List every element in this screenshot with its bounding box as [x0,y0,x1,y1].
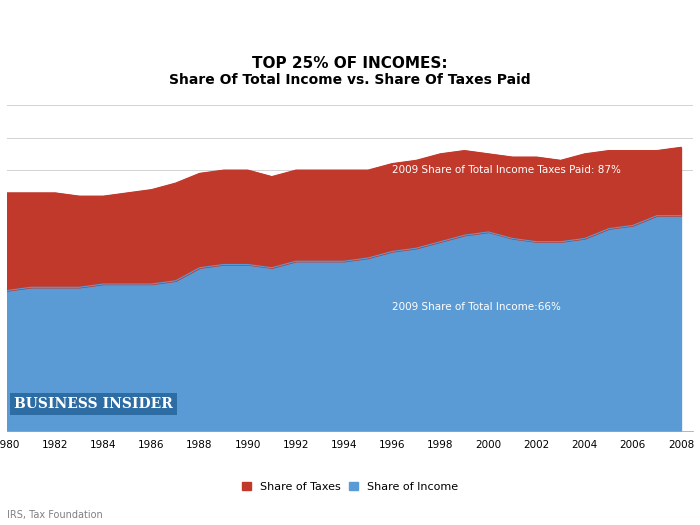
Text: Share Of Total Income vs. Share Of Taxes Paid: Share Of Total Income vs. Share Of Taxes… [169,72,531,87]
Text: TOP 25% OF INCOMES:: TOP 25% OF INCOMES: [252,56,448,71]
Text: IRS, Tax Foundation: IRS, Tax Foundation [7,510,103,520]
Text: 2009 Share of Total Income Taxes Paid: 87%: 2009 Share of Total Income Taxes Paid: 8… [392,165,621,175]
Text: 2009 Share of Total Income:66%: 2009 Share of Total Income:66% [392,302,561,312]
Text: BUSINESS INSIDER: BUSINESS INSIDER [14,397,173,411]
Legend: Share of Taxes, Share of Income: Share of Taxes, Share of Income [237,478,463,497]
